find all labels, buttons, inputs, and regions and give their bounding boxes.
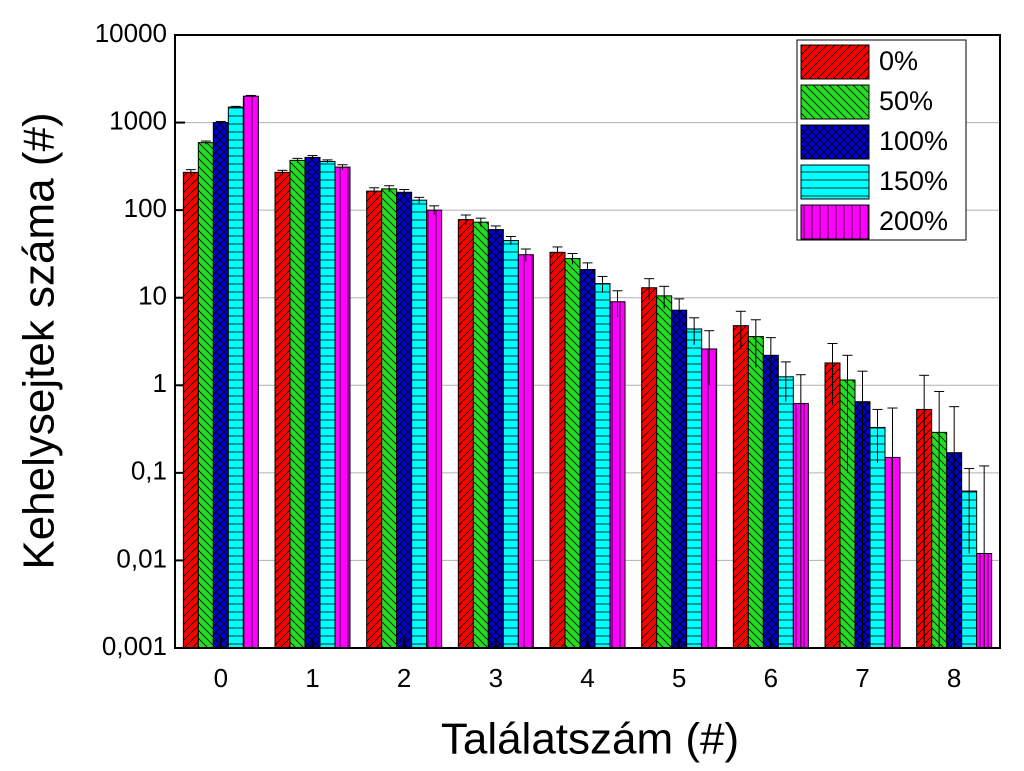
x-axis-title: Találatszám (#)	[441, 715, 739, 764]
x-tick-label: 2	[397, 663, 411, 693]
y-tick-label: 100	[124, 193, 167, 223]
y-tick-label: 0,01	[116, 543, 167, 573]
y-tick-label: 0,001	[102, 631, 167, 661]
bar	[289, 159, 306, 648]
bar	[487, 229, 504, 648]
bar	[212, 122, 229, 648]
y-tick-label: 10	[138, 281, 167, 311]
bar	[182, 171, 199, 648]
x-tick-label: 8	[947, 663, 961, 693]
bar	[197, 142, 214, 648]
x-tick-label: 5	[672, 663, 686, 693]
legend-swatch	[800, 164, 870, 200]
legend-swatch	[800, 44, 870, 80]
legend-swatch	[800, 204, 870, 240]
bar	[426, 209, 443, 648]
legend-swatch	[800, 124, 870, 160]
bar	[304, 156, 321, 648]
y-tick-label: 0,1	[131, 456, 167, 486]
bar	[686, 328, 703, 648]
bar	[656, 295, 673, 648]
bars	[182, 94, 993, 648]
y-axis-title: Kehelysejtek száma (#)	[15, 112, 64, 569]
bar	[777, 376, 794, 648]
plot-frame	[174, 34, 1001, 649]
x-tick-label: 3	[489, 663, 503, 693]
legend-swatch	[800, 84, 870, 120]
legend-label: 50%	[879, 86, 933, 116]
bar	[457, 219, 474, 648]
bar	[762, 354, 779, 648]
y-tick-label: 1	[153, 368, 167, 398]
bar	[319, 160, 336, 648]
bar	[502, 240, 519, 648]
legend-label: 200%	[879, 206, 948, 236]
x-tick-label: 6	[764, 663, 778, 693]
legend-label: 0%	[879, 46, 918, 76]
y-tick-label: 10000	[95, 18, 167, 48]
x-tick-label: 1	[305, 663, 319, 693]
legend-label: 150%	[879, 166, 948, 196]
bar	[594, 283, 611, 648]
bar	[381, 188, 398, 648]
x-tick-label: 7	[855, 663, 869, 693]
bar	[334, 166, 351, 648]
bar	[396, 191, 413, 648]
bar	[579, 268, 596, 648]
bar	[671, 309, 688, 648]
x-tick-label: 0	[214, 663, 228, 693]
bar	[274, 171, 291, 648]
x-tick-label: 4	[580, 663, 594, 693]
bar	[517, 254, 534, 648]
bar	[732, 325, 749, 648]
bar	[549, 251, 566, 648]
legend-label: 100%	[879, 126, 948, 156]
y-tick-label: 1000	[109, 105, 167, 135]
bar	[227, 106, 244, 648]
bar	[641, 287, 658, 648]
bar	[609, 301, 626, 648]
bar	[242, 95, 259, 648]
bar	[701, 348, 718, 648]
bar	[411, 199, 428, 648]
bar	[564, 258, 581, 648]
bar	[824, 362, 841, 648]
bar	[747, 336, 764, 648]
bar	[366, 190, 383, 648]
bar	[472, 221, 489, 648]
